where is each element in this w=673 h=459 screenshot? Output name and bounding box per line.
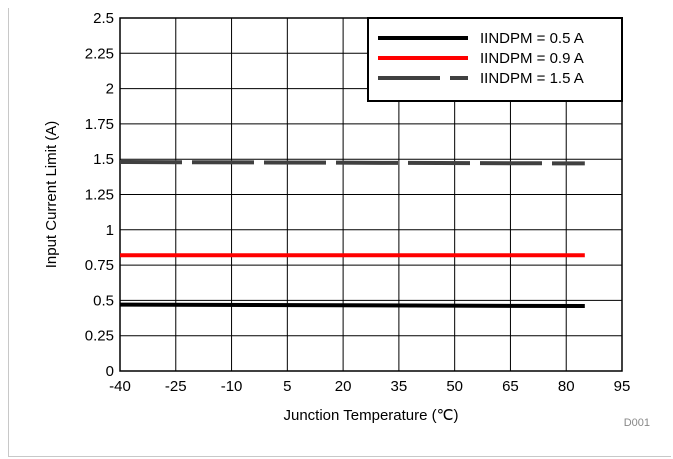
y-tick-label: 1.5 <box>93 151 114 168</box>
legend-label-3: IINDPM = 1.5 A <box>480 70 584 87</box>
series-line-3 <box>119 160 585 166</box>
legend: IINDPM = 0.5 A IINDPM = 0.9 A IINDPM = 1.5… <box>367 17 623 102</box>
y-tick-label: 1.25 <box>85 187 114 204</box>
x-tick-label: 95 <box>614 378 631 395</box>
y-tick-label: 2.25 <box>85 45 114 62</box>
x-axis-label: Junction Temperature (℃) <box>284 407 459 424</box>
y-tick-label: 0.25 <box>85 328 114 345</box>
figure-reference: D001 <box>624 417 650 429</box>
y-axis-label: Input Current Limit (A) <box>43 121 60 269</box>
x-tick-labels: -40 -25 -10 5 20 35 50 65 80 95 <box>109 378 630 395</box>
y-tick-label: 2.5 <box>93 10 114 27</box>
series-line-1 <box>119 302 585 309</box>
x-tick-label: 20 <box>335 378 352 395</box>
chart-frame <box>8 8 671 457</box>
y-tick-label: 2 <box>106 81 114 98</box>
x-tick-label: -10 <box>221 378 243 395</box>
y-tick-label: 0.5 <box>93 292 114 309</box>
y-tick-label: 0 <box>106 363 114 380</box>
x-tick-label: 50 <box>446 378 463 395</box>
x-tick-label: 5 <box>283 378 291 395</box>
x-tick-label: 80 <box>558 378 575 395</box>
x-tick-label: -25 <box>165 378 187 395</box>
x-tick-label: -40 <box>109 378 131 395</box>
y-tick-labels: 0 0.25 0.5 0.75 1 1.25 1.5 1.75 2 2.25 2.5 <box>85 10 114 380</box>
y-tick-label: 0.75 <box>85 257 114 274</box>
y-tick-label: 1 <box>106 222 114 239</box>
y-tick-label: 1.75 <box>85 116 114 133</box>
legend-label-2: IINDPM = 0.9 A <box>480 50 584 67</box>
legend-label-1: IINDPM = 0.5 A <box>480 30 584 47</box>
x-tick-label: 35 <box>391 378 408 395</box>
x-tick-label: 65 <box>502 378 519 395</box>
series-layer <box>119 160 585 309</box>
